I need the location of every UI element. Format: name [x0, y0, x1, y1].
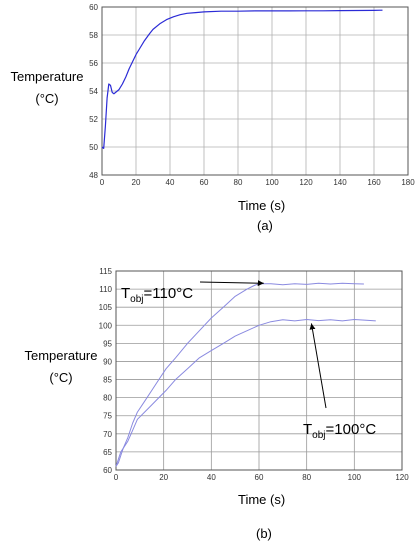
chart-a-ylabel: Temperature (°C)	[2, 66, 92, 110]
chart-b-arrow-110	[199, 280, 264, 287]
chart-b-caption: (b)	[256, 526, 272, 541]
chart-a-ytick-label: 52	[89, 115, 98, 124]
chart-b-xtick-label: 40	[207, 473, 216, 482]
chart-b-ytick-label: 85	[103, 376, 112, 385]
chart-b-xtick-label: 20	[159, 473, 168, 482]
chart-a-ytick-label: 58	[89, 31, 98, 40]
chart-a-ytick-label: 60	[89, 3, 98, 12]
chart-b-xtick-label: 0	[114, 473, 119, 482]
chart-b-annotation-100-prefix: T	[303, 421, 313, 438]
chart-a-xtick-label: 120	[299, 178, 313, 187]
chart-b-xlabel: Time (s)	[238, 492, 286, 507]
chart-b-arrow-100	[309, 323, 327, 409]
chart-b-ytick-label: 80	[103, 394, 112, 403]
chart-b-xtick-label: 60	[255, 473, 264, 482]
chart-a-ytick-label: 54	[89, 87, 98, 96]
chart-a-caption: (a)	[257, 218, 273, 233]
chart-b: 0 20 40 60 80 100 120 60 65 70 75 80 85 90 95 100 105 110…	[99, 267, 410, 482]
chart-b-ytick-label: 75	[103, 412, 112, 421]
chart-a-xtick-label: 180	[401, 178, 415, 187]
chart-b-xtick-label: 100	[348, 473, 362, 482]
chart-b-annotation-110-sub: obj	[130, 294, 144, 305]
chart-a-xtick-label: 60	[200, 178, 209, 187]
chart-b-ytick-label: 60	[103, 466, 112, 475]
chart-a-xlabel: Time (s)	[238, 198, 286, 213]
chart-b-xtick-label: 80	[302, 473, 311, 482]
chart-b-ytick-label: 115	[99, 267, 112, 276]
chart-b-series-line-1	[115, 319, 376, 467]
chart-b-annotation-100-suffix: =100°C	[325, 421, 377, 438]
chart-b-ytick-label: 110	[99, 285, 112, 294]
chart-b-ylabel-line1: Temperature	[24, 348, 98, 363]
chart-b-annotation-100-sub: obj	[312, 430, 326, 441]
chart-b-xtick-label: 120	[395, 473, 409, 482]
chart-b-annotation-110-suffix: =110°C	[143, 285, 194, 302]
chart-b-ytick-label: 65	[103, 448, 112, 457]
chart-a-series-line-0	[101, 9, 383, 149]
chart-a: 0 20 40 60 80 100 120 140 160 180 48 50 52 54 56 58 60	[89, 3, 415, 187]
chart-b-frame	[115, 270, 403, 471]
chart-b-ytick-label: 95	[103, 339, 112, 348]
chart-a-xtick-label: 0	[100, 178, 105, 187]
chart-a-frame	[101, 6, 409, 176]
chart-a-ytick-label: 56	[89, 59, 98, 68]
chart-a-ytick-label: 50	[89, 143, 98, 152]
chart-a-ylabel-line1: Temperature	[10, 69, 84, 84]
chart-a-xtick-label: 40	[166, 178, 175, 187]
chart-b-ytick-label: 70	[103, 430, 112, 439]
chart-b-ylabel: Temperature (°C)	[12, 345, 110, 389]
chart-b-ylabel-line2: (°C)	[49, 370, 73, 385]
chart-b-ytick-label: 100	[99, 321, 113, 330]
chart-a-xtick-label: 20	[132, 178, 141, 187]
chart-b-annotation-110: Tobj=110°C	[121, 285, 193, 305]
chart-a-ytick-label: 48	[89, 171, 98, 180]
chart-b-annotation-110-prefix: T	[121, 285, 131, 302]
chart-a-xtick-label: 160	[367, 178, 381, 187]
chart-a-xtick-label: 140	[333, 178, 347, 187]
chart-a-xtick-label: 100	[265, 178, 279, 187]
chart-a-xtick-label: 80	[234, 178, 243, 187]
chart-a-ylabel-line2: (°C)	[35, 91, 59, 106]
chart-b-ytick-label: 105	[99, 303, 113, 312]
chart-b-annotation-100: Tobj=100°C	[303, 421, 376, 441]
chart-b-series-line-0	[115, 282, 364, 467]
chart-b-ytick-label: 90	[103, 357, 112, 366]
